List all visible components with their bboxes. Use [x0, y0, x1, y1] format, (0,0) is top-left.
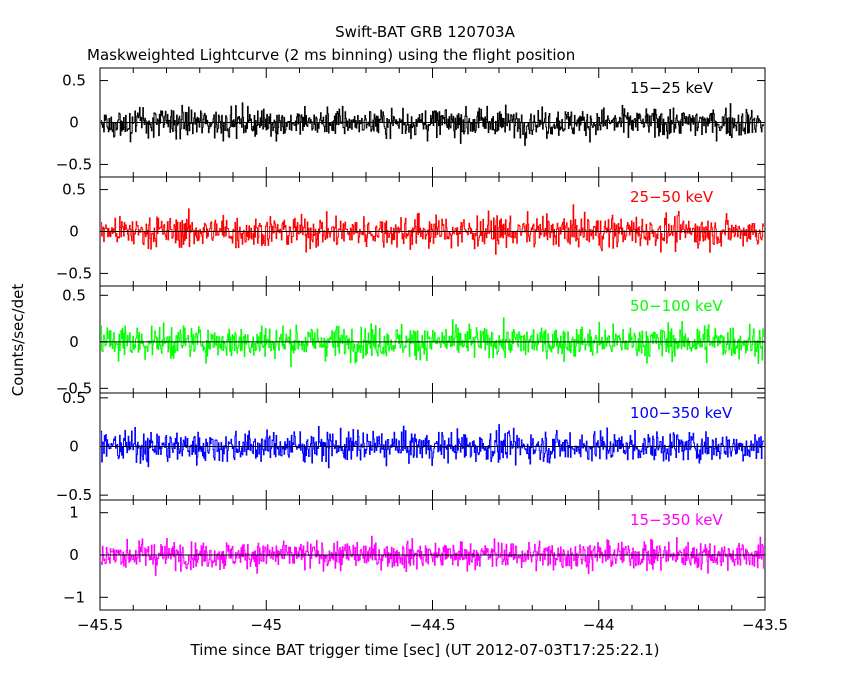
panel-3: 0.5 0 −0.5 50−100 keV	[56, 285, 766, 397]
y-tick-label: −0.5	[56, 486, 92, 504]
x-axis-label: Time since BAT trigger time [sec] (UT 20…	[190, 641, 660, 659]
x-tick-label: −44	[583, 616, 615, 634]
x-tick-label: −45	[250, 616, 282, 634]
series-line-4	[101, 424, 764, 469]
y-tick-label: 0.5	[62, 72, 86, 90]
y-tick-label: −1	[63, 588, 85, 606]
y-tick-label: 0.5	[62, 181, 86, 199]
y-tick-label: 0	[69, 114, 79, 132]
series-line-2	[101, 204, 764, 255]
x-tick-label: −43.5	[742, 616, 788, 634]
panels-group: 0.5 0 −0.5 15−25 keV 0.5 0 −0.5 25−50 keV 0.5 0 −0…	[56, 67, 788, 634]
y-tick-label: −0.5	[56, 379, 92, 397]
y-tick-label: −0.5	[56, 264, 92, 282]
x-tick-label: −44.5	[410, 616, 456, 634]
y-tick-label: 0	[69, 223, 79, 241]
band-label: 25−50 keV	[630, 188, 714, 206]
x-tick-label: −45.5	[77, 616, 123, 634]
chart-title: Swift-BAT GRB 120703A	[335, 23, 515, 41]
band-label: 15−25 keV	[630, 79, 714, 97]
y-tick-label: 0.5	[62, 389, 86, 407]
series-line-1	[101, 102, 764, 146]
band-label: 100−350 keV	[630, 404, 733, 422]
band-label: 50−100 keV	[630, 297, 723, 315]
series-line-3	[101, 317, 764, 368]
panel-5: 1 0 −1 15−350 keV	[63, 499, 766, 611]
y-tick-label: −0.5	[56, 155, 92, 173]
series-line-5	[101, 535, 764, 576]
band-label: 15−350 keV	[630, 511, 723, 529]
y-axis-label: Counts/sec/det	[9, 284, 27, 397]
y-tick-label: 0	[69, 438, 79, 456]
y-tick-label: 0.5	[62, 286, 86, 304]
y-tick-label: 1	[69, 504, 79, 522]
panel-2: 0.5 0 −0.5 25−50 keV	[56, 176, 766, 287]
y-tick-label: 0	[69, 546, 79, 564]
panel-1: 0.5 0 −0.5 15−25 keV	[56, 67, 766, 178]
chart-subtitle: Maskweighted Lightcurve (2 ms binning) u…	[87, 46, 575, 64]
panel-4: 0.5 0 −0.5 100−350 keV	[56, 389, 766, 504]
y-tick-label: 0	[69, 333, 79, 351]
